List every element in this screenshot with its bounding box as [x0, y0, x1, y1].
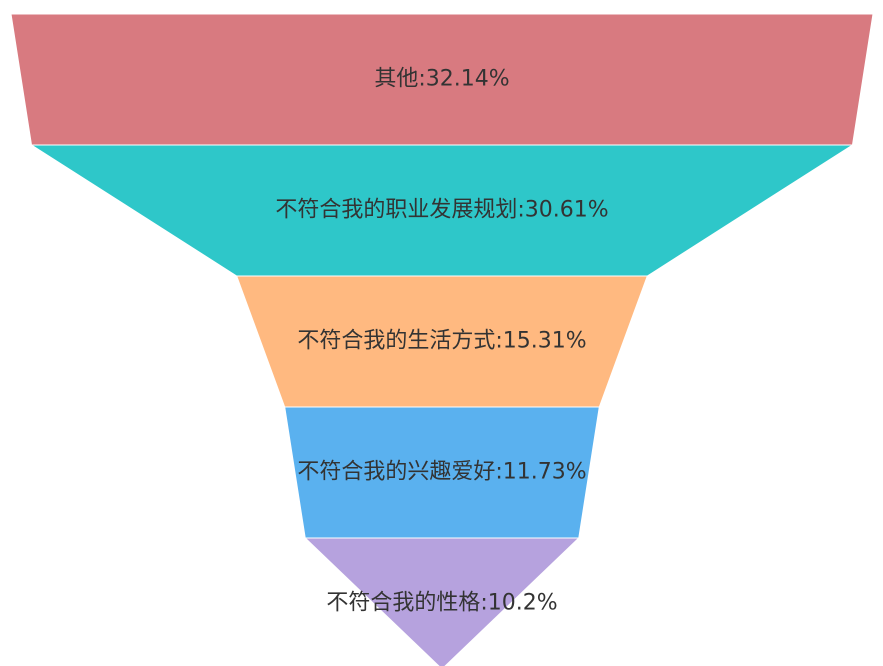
- segment-label: 不符合我的性格:10.2%: [326, 591, 557, 616]
- segment-label: 不符合我的职业发展规划:30.61%: [275, 198, 608, 223]
- funnel-segment: [303, 537, 581, 666]
- segment-label: 其他:32.14%: [374, 67, 509, 92]
- segment-label: 不符合我的生活方式:15.31%: [297, 329, 586, 354]
- segment-label: 不符合我的兴趣爱好:11.73%: [297, 460, 586, 485]
